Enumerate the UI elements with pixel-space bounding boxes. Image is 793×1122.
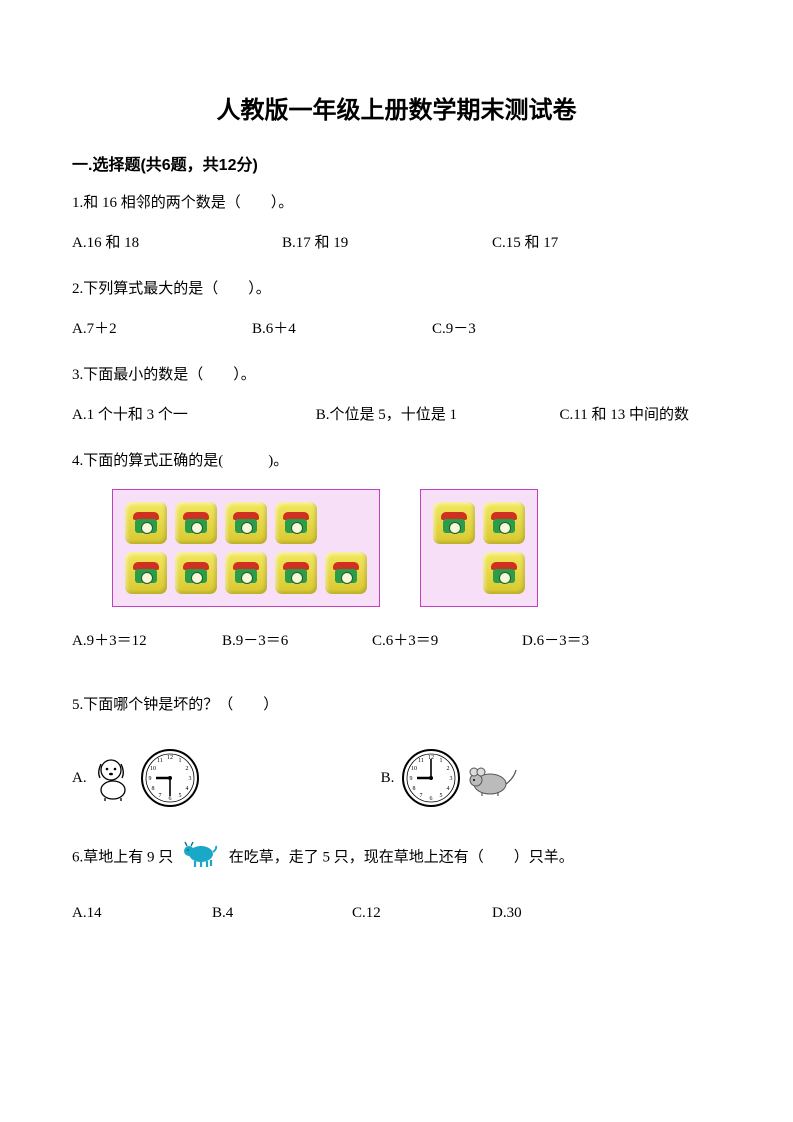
telephone-icon (440, 512, 468, 534)
svg-text:8: 8 (151, 786, 154, 792)
telephone-icon (282, 512, 310, 534)
q6-optA: A.14 (72, 901, 212, 925)
phone-tile (275, 502, 317, 544)
q6-text: 6.草地上有 9 只 在吃草，走了 5 只，现在草地上还有（ ）只羊。 (72, 839, 721, 877)
svg-text:5: 5 (440, 793, 443, 799)
q1-optA: A.16 和 18 (72, 231, 282, 255)
svg-text:7: 7 (420, 793, 423, 799)
telephone-icon (332, 562, 360, 584)
q4-right-grid (433, 502, 525, 594)
q2-optC: C.9－3 (432, 317, 476, 341)
q5-optA-label: A. (72, 770, 87, 787)
q6-text-after: 在吃草，走了 5 只，现在草地上还有（ ）只羊。 (229, 849, 574, 865)
svg-text:11: 11 (418, 758, 424, 764)
svg-text:4: 4 (447, 786, 450, 792)
phone-tile (175, 552, 217, 594)
exam-page: 人教版一年级上册数学期末测试卷 一.选择题(共6题，共12分) 1.和 16 相… (0, 0, 793, 977)
q4-right-box (420, 489, 538, 607)
phone-tile (225, 552, 267, 594)
q2-text: 2.下列算式最大的是（ ）。 (72, 277, 721, 301)
svg-text:6: 6 (430, 796, 433, 802)
q2-options: A.7＋2 B.6＋4 C.9－3 (72, 317, 721, 341)
q6-optD: D.30 (492, 901, 522, 925)
svg-text:3: 3 (450, 776, 453, 782)
q4-optC: C.6＋3＝9 (372, 629, 522, 653)
q5-optA: A. 12 1 2 3 4 5 6 (72, 747, 201, 809)
q4-optD: D.6－3＝3 (522, 629, 589, 653)
empty-cell (433, 552, 475, 594)
q1-text: 1.和 16 相邻的两个数是（ ）。 (72, 191, 721, 215)
phone-tile (483, 502, 525, 544)
svg-text:1: 1 (178, 758, 181, 764)
section-1-header: 一.选择题(共6题，共12分) (72, 151, 721, 175)
mouse-icon (468, 758, 518, 798)
phone-tile (175, 502, 217, 544)
q4-optB: B.9－3＝6 (222, 629, 372, 653)
q2-optA: A.7＋2 (72, 317, 252, 341)
page-title: 人教版一年级上册数学期末测试卷 (72, 90, 721, 125)
svg-text:9: 9 (148, 776, 151, 782)
svg-text:10: 10 (411, 766, 417, 772)
phone-tile (275, 552, 317, 594)
q5-text: 5.下面哪个钟是坏的？（ ） (72, 693, 721, 717)
svg-text:12: 12 (167, 755, 173, 761)
q3-text: 3.下面最小的数是（ ）。 (72, 363, 721, 387)
svg-text:7: 7 (158, 793, 161, 799)
phone-tile (483, 552, 525, 594)
telephone-icon (232, 512, 260, 534)
q4-options: A.9＋3＝12 B.9－3＝6 C.6＋3＝9 D.6－3＝3 (72, 629, 721, 653)
svg-text:1: 1 (440, 758, 443, 764)
q4-left-grid (125, 502, 367, 594)
svg-text:5: 5 (178, 793, 181, 799)
q6-optB: B.4 (212, 901, 352, 925)
q4-figure (112, 489, 721, 607)
telephone-icon (182, 562, 210, 584)
q3-optC: C.11 和 13 中间的数 (560, 403, 689, 427)
q5-optB: B. 12 1 2 3 4 5 6 7 8 9 10 11 (381, 747, 519, 809)
phone-tile (125, 502, 167, 544)
telephone-icon (182, 512, 210, 534)
q3-options: A.1 个十和 3 个一 B.个位是 5，十位是 1 C.11 和 13 中间的… (72, 403, 721, 427)
svg-text:2: 2 (447, 766, 450, 772)
phone-tile (433, 502, 475, 544)
svg-text:9: 9 (410, 776, 413, 782)
q5-optB-label: B. (381, 770, 395, 787)
clock-b-icon: 12 1 2 3 4 5 6 7 8 9 10 11 (400, 747, 462, 809)
q6-optC: C.12 (352, 901, 492, 925)
q3-optA: A.1 个十和 3 个一 (72, 403, 312, 427)
q6-text-before: 6.草地上有 9 只 (72, 849, 173, 865)
svg-text:3: 3 (188, 776, 191, 782)
phone-tile (225, 502, 267, 544)
q3-optB: B.个位是 5，十位是 1 (316, 403, 556, 427)
telephone-icon (132, 512, 160, 534)
phone-tile (325, 552, 367, 594)
q1-options: A.16 和 18 B.17 和 19 C.15 和 17 (72, 231, 721, 255)
q5-options: A. 12 1 2 3 4 5 6 (72, 747, 721, 809)
svg-text:8: 8 (413, 786, 416, 792)
q4-optA: A.9＋3＝12 (72, 629, 222, 653)
q4-text: 4.下面的算式正确的是( )。 (72, 449, 721, 473)
dog-icon (93, 754, 133, 802)
svg-text:11: 11 (157, 758, 163, 764)
phone-tile (125, 552, 167, 594)
q6-options: A.14 B.4 C.12 D.30 (72, 901, 721, 925)
telephone-icon (132, 562, 160, 584)
svg-text:6: 6 (168, 796, 171, 802)
svg-text:2: 2 (185, 766, 188, 772)
q2-optB: B.6＋4 (252, 317, 432, 341)
svg-text:10: 10 (150, 766, 156, 772)
clock-a-icon: 12 1 2 3 4 5 6 7 8 9 10 11 (139, 747, 201, 809)
telephone-icon (232, 562, 260, 584)
telephone-icon (490, 562, 518, 584)
svg-text:4: 4 (185, 786, 188, 792)
telephone-icon (282, 562, 310, 584)
q1-optB: B.17 和 19 (282, 231, 492, 255)
empty-cell (325, 502, 367, 544)
q1-optC: C.15 和 17 (492, 231, 558, 255)
q4-left-box (112, 489, 380, 607)
sheep-icon (181, 839, 221, 877)
telephone-icon (490, 512, 518, 534)
